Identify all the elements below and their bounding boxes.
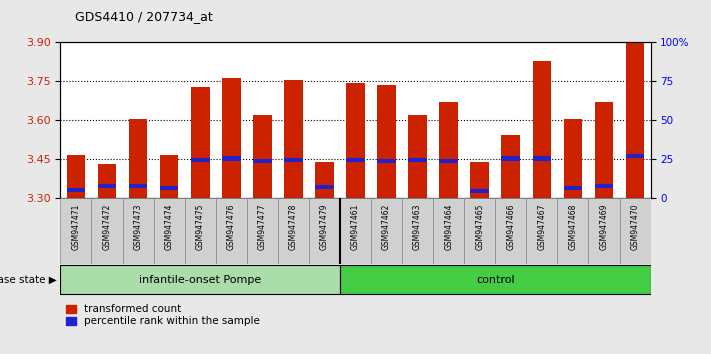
Bar (439, 102, 458, 198)
Bar (247, 198, 278, 264)
Bar (433, 198, 464, 264)
Text: infantile-onset Pompe: infantile-onset Pompe (139, 275, 262, 285)
Bar (67, 155, 85, 198)
Bar (626, 154, 644, 158)
Text: GSM947472: GSM947472 (102, 204, 112, 250)
Bar (594, 102, 614, 198)
Text: GSM947475: GSM947475 (196, 204, 205, 250)
Bar (284, 80, 303, 198)
Bar (278, 198, 309, 264)
Text: GSM947465: GSM947465 (475, 204, 484, 250)
Text: GSM947469: GSM947469 (599, 204, 609, 250)
Legend: transformed count, percentile rank within the sample: transformed count, percentile rank withi… (65, 304, 260, 326)
Bar (378, 85, 396, 198)
Bar (315, 185, 333, 189)
Bar (471, 189, 489, 193)
Bar (564, 119, 582, 198)
Bar (191, 87, 210, 198)
Bar (315, 162, 333, 198)
Text: GSM947470: GSM947470 (631, 204, 639, 250)
Bar (439, 159, 458, 163)
Bar (371, 198, 402, 264)
Bar (160, 186, 178, 190)
Text: GSM947466: GSM947466 (506, 204, 515, 250)
Text: GSM947468: GSM947468 (568, 204, 577, 250)
Text: GSM947462: GSM947462 (382, 204, 391, 250)
Text: GSM947461: GSM947461 (351, 204, 360, 250)
Bar (60, 198, 92, 264)
Bar (122, 198, 154, 264)
Bar (619, 198, 651, 264)
Bar (402, 198, 433, 264)
Bar (526, 198, 557, 264)
Bar (60, 266, 340, 294)
Bar (408, 158, 427, 162)
Bar (533, 156, 551, 161)
Bar (215, 198, 247, 264)
Bar (154, 198, 185, 264)
Text: GDS4410 / 207734_at: GDS4410 / 207734_at (75, 10, 213, 23)
Bar (408, 115, 427, 198)
Bar (309, 198, 340, 264)
Bar (378, 159, 396, 163)
Bar (346, 83, 365, 198)
Bar (253, 115, 272, 198)
Bar (501, 156, 520, 161)
Bar (185, 198, 215, 264)
Bar (346, 158, 365, 162)
Text: disease state ▶: disease state ▶ (0, 275, 57, 285)
Text: GSM947473: GSM947473 (134, 204, 143, 250)
Bar (594, 184, 614, 188)
Bar (222, 156, 240, 161)
Text: GSM947478: GSM947478 (289, 204, 298, 250)
Text: control: control (476, 275, 515, 285)
Text: GSM947467: GSM947467 (538, 204, 546, 250)
Bar (589, 198, 619, 264)
Text: GSM947471: GSM947471 (72, 204, 80, 250)
Bar (97, 165, 117, 198)
Text: GSM947476: GSM947476 (227, 204, 236, 250)
Bar (496, 198, 526, 264)
Text: GSM947474: GSM947474 (165, 204, 173, 250)
Text: GSM947464: GSM947464 (444, 204, 453, 250)
Bar (160, 155, 178, 198)
Bar (340, 266, 651, 294)
Bar (253, 159, 272, 163)
Text: GSM947477: GSM947477 (258, 204, 267, 250)
Bar (129, 184, 147, 188)
Bar (222, 78, 240, 198)
Bar (557, 198, 589, 264)
Bar (92, 198, 122, 264)
Bar (97, 184, 117, 188)
Bar (501, 135, 520, 198)
Text: GSM947463: GSM947463 (413, 204, 422, 250)
Bar (626, 42, 644, 198)
Bar (67, 188, 85, 192)
Bar (284, 158, 303, 162)
Bar (129, 119, 147, 198)
Bar (471, 162, 489, 198)
Text: GSM947479: GSM947479 (320, 204, 329, 250)
Bar (533, 61, 551, 198)
Bar (340, 198, 371, 264)
Bar (464, 198, 496, 264)
Bar (564, 186, 582, 190)
Bar (191, 158, 210, 162)
